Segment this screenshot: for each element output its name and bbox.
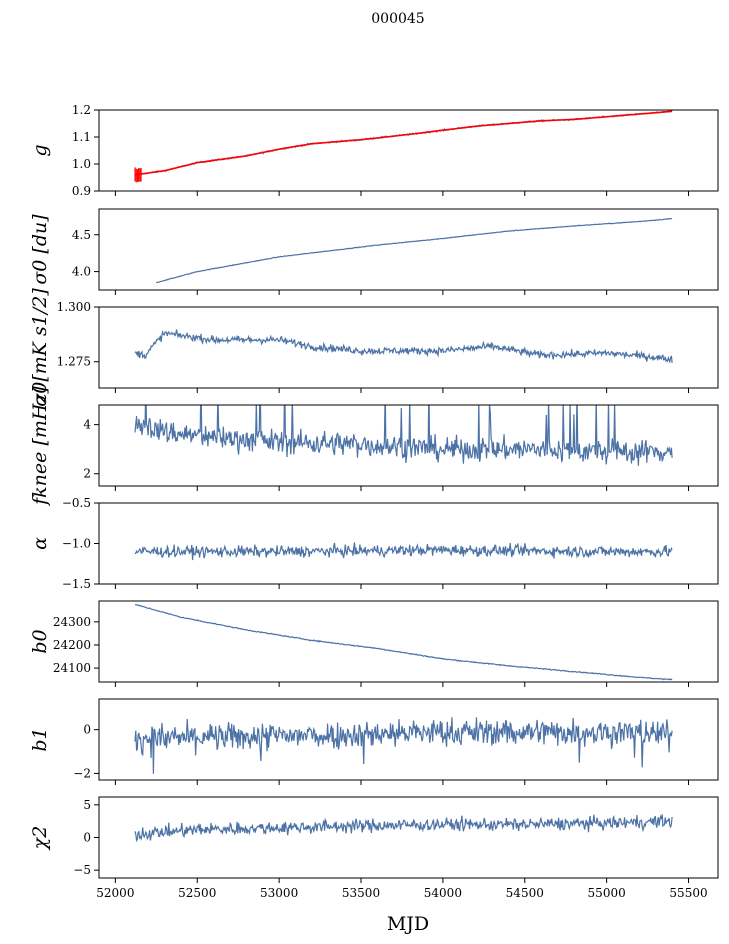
series-line-chi2 — [134, 814, 673, 843]
y-tick-label: 4 — [83, 418, 91, 432]
panel-sigma0_du: 4.0 4.5 σ0 [du] — [29, 208, 719, 295]
panel-g: 0.9 1.0 1.1 1.2 g — [29, 103, 719, 198]
y-tick-label: 5 — [83, 798, 91, 812]
x-tick-label: 54500 — [506, 886, 544, 900]
panel-sigma0_mK: 1.275 1.300 σ0[mK s1/2] — [29, 288, 719, 407]
x-tick-label: 55500 — [669, 886, 707, 900]
x-tick-label: 54000 — [424, 886, 462, 900]
axes-frame-b1 — [98, 698, 719, 781]
x-tick-label: 55000 — [588, 886, 626, 900]
y-axis-label-sigma0_mK: σ0[mK s1/2] — [29, 288, 51, 407]
panel-chi2: −5 0 5 52000 52500 53000 53500 54000 54500 55000 5… — [29, 796, 719, 900]
y-tick-label: −5 — [73, 863, 91, 877]
y-axis-label-b0: b0 — [29, 629, 51, 653]
y-tick-label: 24300 — [53, 615, 91, 629]
y-axis-label-fknee: fknee [mHz] — [29, 386, 51, 507]
x-tick-label: 53000 — [260, 886, 298, 900]
panels: 0.9 1.0 1.1 1.2 g 4.0 4.5 σ0 [du] 1.275 1.300 σ0[m… — [29, 103, 719, 900]
y-tick-label: 0 — [83, 723, 91, 737]
y-tick-label: −1.5 — [62, 577, 91, 591]
axes-frame-b0 — [98, 600, 719, 683]
series-line-alpha — [134, 542, 673, 561]
panel-alpha: −1.5 −1.0 −0.5 α — [29, 496, 719, 591]
y-tick-label: 1.1 — [72, 130, 91, 144]
y-tick-label: 2 — [83, 467, 91, 481]
y-tick-label: 0 — [83, 831, 91, 845]
y-tick-label: 1.2 — [72, 103, 91, 117]
axes-frame-sigma0_du — [98, 208, 719, 291]
axes-frame-g — [98, 109, 719, 192]
series-line-b0 — [134, 604, 673, 681]
y-tick-label: −0.5 — [62, 496, 91, 510]
series-line-b1 — [134, 717, 673, 774]
y-axis-label-chi2: χ2 — [29, 826, 51, 852]
y-axis-label-sigma0_du: σ0 [du] — [29, 214, 51, 285]
x-tick-label: 52500 — [178, 886, 216, 900]
y-tick-label: 4.5 — [72, 228, 91, 242]
y-tick-label: 0.9 — [72, 184, 91, 198]
y-tick-label: 1.275 — [57, 355, 91, 369]
y-tick-label: 24200 — [53, 638, 91, 652]
y-tick-label: 1.0 — [72, 157, 91, 171]
x-tick-label: 52000 — [96, 886, 134, 900]
y-tick-label: −1.0 — [62, 537, 91, 551]
y-tick-label: −2 — [73, 766, 91, 780]
axes-frame-fknee — [98, 404, 719, 487]
axes-frame-alpha — [98, 502, 719, 585]
y-tick-label: 24100 — [53, 661, 91, 675]
fit-line-g — [134, 110, 673, 176]
figure-title: 000045 — [371, 11, 424, 27]
series-line-sigma0_mK — [134, 329, 673, 364]
axes-frame-sigma0_mK — [98, 306, 719, 389]
panel-b1: −2 0 b1 — [29, 698, 719, 785]
y-axis-label-b1: b1 — [29, 727, 51, 751]
y-tick-label: 4.0 — [72, 265, 91, 279]
panel-fknee: 2 4 fknee [mHz] — [29, 386, 719, 507]
y-axis-label-g: g — [29, 144, 51, 156]
axes-frame-chi2 — [98, 796, 719, 879]
series-line-sigma0_du — [155, 217, 673, 284]
series-line-g — [135, 110, 673, 176]
x-tick-label: 53500 — [342, 886, 380, 900]
y-axis-label-alpha: α — [29, 537, 51, 550]
y-tick-label: 1.300 — [57, 300, 91, 314]
series-line-fknee — [134, 405, 673, 466]
x-axis-label: MJD — [387, 913, 429, 935]
